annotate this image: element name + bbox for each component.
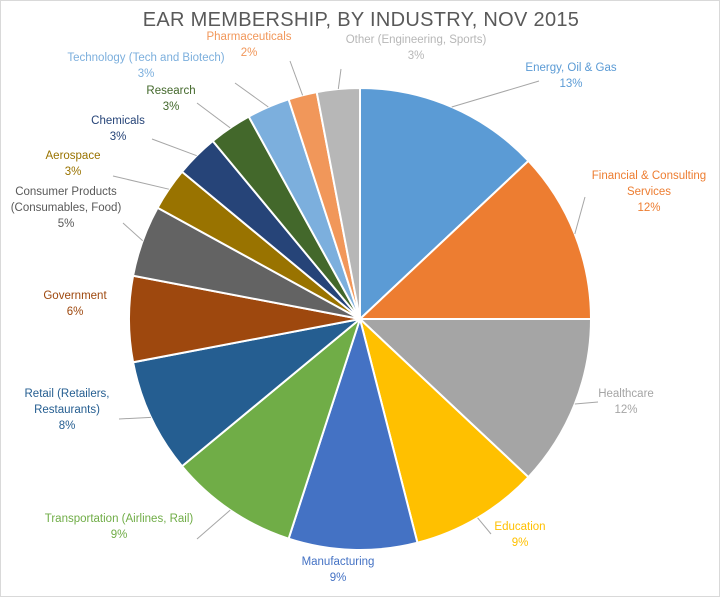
- slice-label: Technology (Tech and Biotech) 3%: [67, 52, 224, 80]
- leader-line: [477, 517, 492, 535]
- slice-name: Chemicals: [91, 115, 145, 127]
- slice-percent: 9%: [512, 537, 529, 549]
- slice-name: Pharmaceuticals: [206, 31, 291, 43]
- slice-percent: 6%: [67, 306, 84, 318]
- pie-slice: [357, 318, 593, 479]
- slice-name: Retail (Retailers,: [25, 388, 110, 400]
- slice-label: Transportation (Airlines, Rail) 9%: [45, 513, 194, 541]
- slice-label: Energy, Oil & Gas 13%: [525, 62, 616, 90]
- pie-slice: [180, 316, 363, 540]
- leader-line: [118, 416, 152, 420]
- slice-percent: 9%: [330, 572, 347, 584]
- leader-line: [289, 60, 304, 96]
- slice-name: Government: [43, 290, 107, 302]
- leader-line: [451, 80, 540, 108]
- slice-percent: 5%: [58, 218, 75, 230]
- slice-name: Aerospace: [46, 150, 101, 162]
- slice-percent: 3%: [65, 166, 82, 178]
- leader-line: [196, 102, 231, 129]
- slice-label: Pharmaceuticals 2%: [206, 31, 291, 59]
- slice-name: Consumer Products: [15, 186, 117, 198]
- slice-name: Manufacturing: [302, 556, 375, 568]
- slice-label: Retail (Retailers, Restaurants) 8%: [25, 388, 110, 432]
- chart-title: EAR MEMBERSHIP, BY INDUSTRY, NOV 2015: [142, 9, 580, 31]
- slice-label: Research 3%: [146, 85, 195, 113]
- slice-name: Research: [146, 85, 195, 97]
- leader-line: [112, 175, 170, 190]
- leader-line: [337, 68, 342, 90]
- slice-name: Transportation (Airlines, Rail): [45, 513, 194, 525]
- slice-label: Government 6%: [43, 290, 107, 318]
- slice-label: Education 9%: [494, 521, 545, 549]
- data-labels: Energy, Oil & Gas 13% Financial & Consulti…: [11, 31, 707, 584]
- leader-line: [151, 138, 197, 157]
- leader-line: [234, 82, 269, 108]
- pie-slice: [358, 315, 530, 544]
- slice-name: (Consumables, Food): [11, 202, 122, 214]
- slice-label: Other (Engineering, Sports) 3%: [346, 34, 487, 62]
- slice-name: Financial & Consulting: [592, 170, 706, 182]
- slice-percent: 12%: [637, 202, 660, 214]
- slice-label: Manufacturing 9%: [302, 556, 375, 584]
- slice-name: Restaurants): [34, 404, 100, 416]
- slice-percent: 3%: [110, 131, 127, 143]
- slice-label: Healthcare 12%: [598, 388, 654, 416]
- slice-percent: 3%: [163, 101, 180, 113]
- slice-label: Consumer Products (Consumables, Food) 5%: [11, 186, 122, 230]
- slice-name: Technology (Tech and Biotech): [67, 52, 224, 64]
- leader-line: [122, 222, 144, 242]
- slice-percent: 12%: [614, 404, 637, 416]
- leader-line: [574, 401, 599, 405]
- slice-label: Aerospace 3%: [46, 150, 101, 178]
- slice-label: Chemicals 3%: [91, 115, 145, 143]
- slice-percent: 13%: [559, 78, 582, 90]
- leader-lines: [112, 60, 599, 540]
- pie-slice: [315, 86, 361, 320]
- slice-percent: 3%: [408, 50, 425, 62]
- leader-line: [574, 196, 586, 235]
- pie-slice: [359, 86, 530, 322]
- slice-name: Education: [494, 521, 545, 533]
- leader-line: [196, 509, 231, 540]
- slice-name: Other (Engineering, Sports): [346, 34, 487, 46]
- slice-name: Services: [627, 186, 671, 198]
- pie-slice: [287, 315, 419, 551]
- slice-label: Financial & Consulting Services 12%: [592, 170, 706, 214]
- slice-percent: 9%: [111, 529, 128, 541]
- slice-name: Energy, Oil & Gas: [525, 62, 616, 74]
- pie-slices: [128, 86, 593, 551]
- slice-name: Healthcare: [598, 388, 654, 400]
- slice-percent: 2%: [241, 47, 258, 59]
- slice-percent: 3%: [138, 68, 155, 80]
- slice-percent: 8%: [59, 420, 76, 432]
